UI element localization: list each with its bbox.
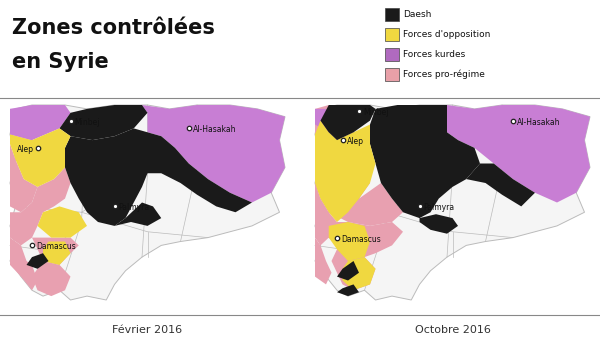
Text: Forces d'opposition: Forces d'opposition (403, 30, 490, 39)
Polygon shape (10, 105, 285, 300)
FancyBboxPatch shape (385, 28, 399, 41)
Polygon shape (10, 109, 37, 140)
Text: Daesh: Daesh (403, 10, 431, 19)
Polygon shape (315, 134, 337, 245)
Polygon shape (315, 132, 403, 226)
Polygon shape (142, 105, 285, 202)
Polygon shape (10, 238, 26, 276)
Text: Minbej: Minbej (74, 118, 100, 127)
Polygon shape (315, 238, 326, 276)
Polygon shape (419, 214, 458, 234)
Polygon shape (10, 167, 71, 245)
FancyBboxPatch shape (385, 48, 399, 61)
Polygon shape (26, 253, 49, 269)
Polygon shape (10, 128, 71, 187)
Text: Al-Hasakah: Al-Hasakah (517, 118, 560, 127)
Polygon shape (315, 105, 590, 300)
Text: Damascus: Damascus (341, 235, 381, 244)
Polygon shape (337, 261, 359, 281)
Polygon shape (315, 105, 329, 134)
Polygon shape (315, 109, 337, 132)
Polygon shape (329, 222, 370, 261)
Polygon shape (115, 202, 161, 226)
Text: en Syrie: en Syrie (12, 52, 109, 72)
Polygon shape (343, 257, 376, 290)
Polygon shape (331, 245, 376, 290)
Text: Février 2016: Février 2016 (112, 325, 182, 335)
Polygon shape (10, 105, 71, 140)
Polygon shape (32, 261, 71, 296)
Text: Minbej: Minbej (363, 108, 389, 117)
Text: Zones contrôlées: Zones contrôlées (12, 18, 215, 38)
Polygon shape (315, 105, 376, 222)
Polygon shape (65, 128, 252, 226)
FancyBboxPatch shape (385, 8, 399, 21)
Text: Al-Hasakah: Al-Hasakah (193, 125, 236, 135)
Polygon shape (315, 261, 331, 284)
Text: Palmyra: Palmyra (119, 203, 149, 212)
Polygon shape (447, 105, 590, 202)
Polygon shape (10, 144, 37, 212)
Polygon shape (329, 222, 403, 257)
Text: Damascus: Damascus (36, 242, 76, 251)
Polygon shape (37, 207, 87, 238)
Polygon shape (59, 105, 148, 140)
Text: Alep: Alep (347, 137, 364, 146)
Text: Octobre 2016: Octobre 2016 (415, 325, 490, 335)
Polygon shape (43, 241, 71, 265)
Polygon shape (337, 284, 359, 296)
Polygon shape (32, 238, 79, 265)
Polygon shape (370, 105, 480, 218)
Text: Alep: Alep (17, 145, 34, 154)
Polygon shape (466, 164, 535, 207)
Polygon shape (320, 105, 376, 140)
Polygon shape (315, 212, 329, 238)
Text: Forces kurdes: Forces kurdes (403, 50, 465, 59)
Text: Forces pro-régime: Forces pro-régime (403, 70, 485, 79)
Text: Palmyra: Palmyra (424, 203, 455, 212)
FancyBboxPatch shape (385, 68, 399, 81)
Polygon shape (10, 257, 37, 290)
